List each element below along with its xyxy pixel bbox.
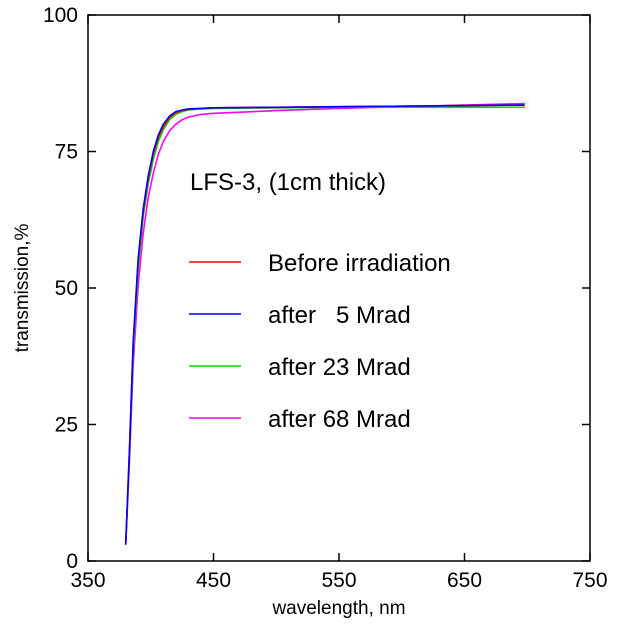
legend-label: after 68 Mrad <box>268 406 411 433</box>
axis-ticks <box>87 14 591 562</box>
axis-tick-labels: 350 450 550 650 750 0 25 50 75 100 <box>43 4 608 592</box>
y-tick-label: 75 <box>55 141 78 164</box>
chart-annotation: LFS-3, (1cm thick) <box>190 169 386 196</box>
y-tick-label: 50 <box>55 277 78 300</box>
x-tick-label: 450 <box>196 569 231 592</box>
y-axis-title: transmission,% <box>12 223 33 352</box>
x-tick-label: 750 <box>572 569 607 592</box>
legend-label: after 5 Mrad <box>268 302 411 329</box>
legend: Before irradiation after 5 Mrad after 23 M… <box>189 250 451 433</box>
series-lines <box>124 102 525 545</box>
series-line <box>124 104 525 545</box>
y-tick-label: 100 <box>43 4 78 27</box>
x-tick-label: 650 <box>447 569 482 592</box>
x-axis-title: wavelength, nm <box>271 598 405 619</box>
x-tick-label: 550 <box>321 569 356 592</box>
legend-label: after 23 Mrad <box>268 354 411 381</box>
x-tick-label: 350 <box>70 569 105 592</box>
y-tick-label: 0 <box>66 550 78 573</box>
series-line <box>124 102 525 545</box>
legend-label: Before irradiation <box>268 250 451 277</box>
y-tick-label: 25 <box>55 414 78 437</box>
plot-frame <box>87 14 591 562</box>
